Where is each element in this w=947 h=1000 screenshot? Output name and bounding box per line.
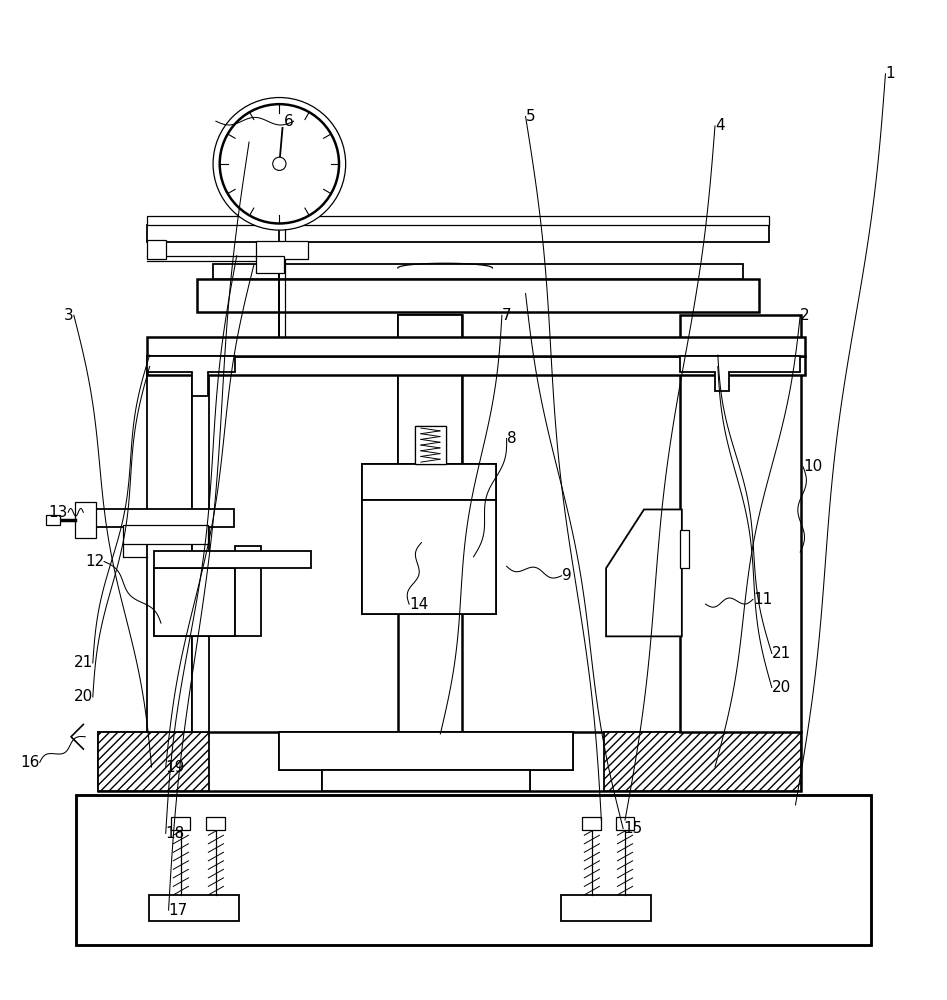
Text: 21: 21 bbox=[772, 646, 791, 661]
Bar bbox=[415, 426, 446, 464]
Circle shape bbox=[273, 157, 286, 170]
Bar bbox=[398, 315, 462, 614]
Bar bbox=[398, 315, 462, 732]
Bar bbox=[362, 464, 496, 500]
Text: 17: 17 bbox=[169, 903, 188, 918]
Text: 1: 1 bbox=[885, 66, 895, 81]
Circle shape bbox=[220, 104, 339, 223]
Bar bbox=[76, 795, 871, 945]
Text: 3: 3 bbox=[64, 308, 74, 323]
Bar bbox=[98, 732, 801, 791]
Bar bbox=[75, 502, 96, 538]
Text: 18: 18 bbox=[166, 826, 185, 841]
Bar bbox=[87, 509, 234, 527]
Bar bbox=[362, 464, 496, 500]
Bar bbox=[256, 241, 308, 259]
Bar bbox=[561, 895, 651, 921]
Text: 11: 11 bbox=[753, 592, 772, 607]
Bar bbox=[154, 551, 311, 568]
Bar bbox=[322, 770, 530, 791]
Text: 20: 20 bbox=[772, 680, 791, 695]
Bar bbox=[149, 895, 239, 921]
Bar bbox=[415, 426, 446, 464]
Bar bbox=[604, 732, 801, 791]
Bar bbox=[279, 732, 573, 770]
Bar bbox=[76, 795, 871, 945]
Bar bbox=[398, 315, 462, 614]
Bar bbox=[206, 817, 225, 830]
Text: 2: 2 bbox=[800, 308, 810, 323]
Text: 21: 21 bbox=[74, 655, 93, 670]
Bar bbox=[235, 546, 261, 636]
Text: 15: 15 bbox=[623, 821, 642, 836]
Bar bbox=[582, 817, 601, 830]
Bar bbox=[147, 356, 805, 375]
Text: 13: 13 bbox=[49, 505, 68, 520]
Text: 14: 14 bbox=[409, 597, 428, 612]
Bar bbox=[680, 530, 689, 568]
Bar bbox=[147, 337, 805, 356]
Bar bbox=[322, 770, 530, 791]
Bar bbox=[616, 817, 634, 830]
Bar bbox=[197, 279, 759, 312]
Polygon shape bbox=[680, 356, 800, 391]
Bar bbox=[46, 515, 60, 525]
Bar bbox=[154, 568, 235, 636]
Bar bbox=[123, 525, 208, 544]
Text: 16: 16 bbox=[21, 755, 40, 770]
Bar bbox=[147, 372, 192, 732]
Bar bbox=[362, 500, 496, 614]
Text: 9: 9 bbox=[562, 568, 571, 583]
Bar bbox=[171, 817, 190, 830]
Text: 6: 6 bbox=[284, 114, 294, 129]
Bar bbox=[192, 372, 209, 732]
Bar bbox=[256, 256, 284, 273]
Polygon shape bbox=[147, 356, 235, 396]
Bar bbox=[362, 500, 496, 614]
Bar bbox=[147, 225, 769, 242]
Bar bbox=[147, 240, 166, 259]
Bar bbox=[680, 315, 801, 732]
Bar bbox=[147, 216, 769, 225]
Text: 20: 20 bbox=[74, 689, 93, 704]
Bar bbox=[98, 732, 209, 791]
Text: 12: 12 bbox=[85, 554, 104, 569]
Text: 4: 4 bbox=[715, 118, 724, 133]
Text: 7: 7 bbox=[502, 308, 511, 323]
Bar bbox=[279, 732, 573, 770]
Polygon shape bbox=[606, 509, 682, 636]
Text: 19: 19 bbox=[166, 760, 185, 775]
Text: 5: 5 bbox=[526, 109, 535, 124]
Bar bbox=[213, 264, 743, 279]
Circle shape bbox=[213, 98, 346, 230]
Text: 8: 8 bbox=[507, 431, 516, 446]
Bar bbox=[154, 568, 235, 636]
Text: 10: 10 bbox=[803, 459, 822, 474]
